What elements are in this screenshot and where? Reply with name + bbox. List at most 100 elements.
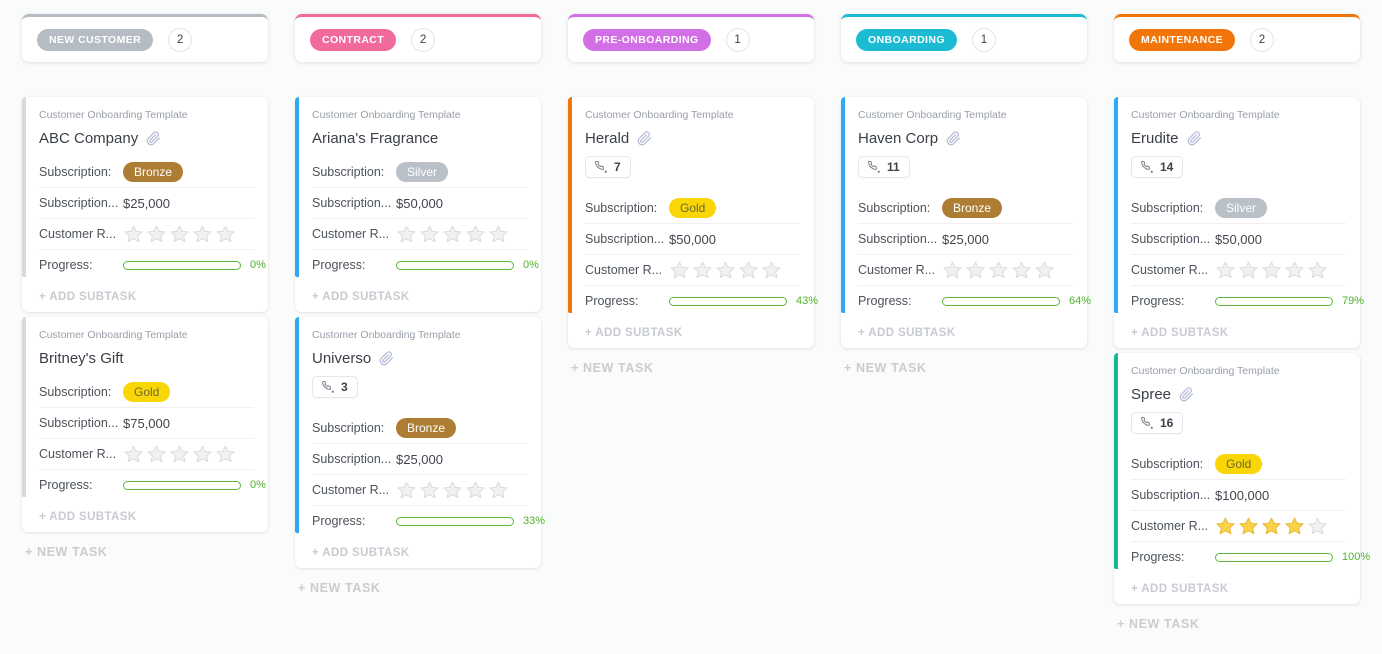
task-card[interactable]: Customer Onboarding Template Spree 16 Su…	[1114, 353, 1370, 604]
task-name[interactable]: Erudite	[1131, 129, 1179, 147]
task-name[interactable]: Spree	[1131, 385, 1172, 403]
paperclip-icon[interactable]	[637, 130, 652, 146]
star-icon[interactable]	[396, 224, 417, 244]
star-icon[interactable]	[715, 260, 736, 280]
subscription-tier-badge[interactable]: Silver	[396, 161, 449, 182]
add-subtask-button[interactable]: + ADD SUBTASK	[858, 327, 956, 339]
subscription-tier-badge[interactable]: Bronze	[123, 161, 184, 182]
star-icon[interactable]	[192, 224, 213, 244]
new-task-button[interactable]: + NEW TASK	[25, 545, 108, 559]
star-icon[interactable]	[465, 480, 486, 500]
star-icon[interactable]	[1307, 260, 1328, 280]
subscription-cost-value[interactable]: $25,000	[396, 451, 443, 467]
subscription-cost-value[interactable]: $25,000	[123, 195, 170, 211]
star-icon[interactable]	[215, 224, 236, 244]
star-icon[interactable]	[146, 444, 167, 464]
phone-field-chip[interactable]: 7	[585, 156, 631, 178]
star-icon[interactable]	[738, 260, 759, 280]
task-card[interactable]: Customer Onboarding Template Haven Corp …	[841, 97, 1091, 348]
task-name[interactable]: Universo	[312, 349, 372, 367]
task-name[interactable]: Britney's Gift	[39, 349, 124, 367]
paperclip-icon[interactable]	[1179, 386, 1194, 402]
subscription-tier-badge[interactable]: Gold	[1215, 453, 1263, 474]
new-task-button[interactable]: + NEW TASK	[844, 361, 927, 375]
subscription-cost-value[interactable]: $100,000	[1215, 487, 1270, 503]
star-icon[interactable]	[942, 260, 963, 280]
new-task-button[interactable]: + NEW TASK	[1117, 617, 1200, 631]
star-icon[interactable]	[488, 480, 509, 500]
star-icon[interactable]	[1238, 516, 1259, 536]
paperclip-icon[interactable]	[379, 350, 394, 366]
star-icon[interactable]	[988, 260, 1009, 280]
column-header[interactable]: ONBOARDING 1	[841, 14, 1087, 62]
column-status-badge[interactable]: MAINTENANCE	[1129, 28, 1235, 51]
add-subtask-button[interactable]: + ADD SUBTASK	[1131, 583, 1229, 595]
star-icon[interactable]	[488, 224, 509, 244]
star-icon[interactable]	[1034, 260, 1055, 280]
star-icon[interactable]	[169, 224, 190, 244]
star-icon[interactable]	[123, 224, 144, 244]
star-icon[interactable]	[396, 480, 417, 500]
star-icon[interactable]	[669, 260, 690, 280]
column-header[interactable]: MAINTENANCE 2	[1114, 14, 1360, 62]
subscription-tier-badge[interactable]: Gold	[123, 381, 171, 402]
star-icon[interactable]	[1284, 260, 1305, 280]
new-task-button[interactable]: + NEW TASK	[571, 361, 654, 375]
subscription-tier-badge[interactable]: Bronze	[396, 417, 457, 438]
star-icon[interactable]	[965, 260, 986, 280]
add-subtask-button[interactable]: + ADD SUBTASK	[39, 291, 137, 303]
add-subtask-button[interactable]: + ADD SUBTASK	[312, 547, 410, 559]
column-status-badge[interactable]: ONBOARDING	[856, 28, 957, 51]
star-icon[interactable]	[1215, 260, 1236, 280]
phone-field-chip[interactable]: 11	[858, 156, 910, 178]
task-card[interactable]: Customer Onboarding Template Erudite 14 …	[1114, 97, 1364, 348]
star-icon[interactable]	[1215, 516, 1236, 536]
star-icon[interactable]	[1307, 516, 1328, 536]
new-task-button[interactable]: + NEW TASK	[298, 581, 381, 595]
star-icon[interactable]	[692, 260, 713, 280]
task-card[interactable]: Customer Onboarding Template Ariana's Fr…	[295, 97, 541, 312]
subscription-cost-value[interactable]: $50,000	[396, 195, 443, 211]
paperclip-icon[interactable]	[146, 130, 161, 146]
subscription-tier-badge[interactable]: Bronze	[942, 197, 1003, 218]
star-icon[interactable]	[215, 444, 236, 464]
subscription-cost-value[interactable]: $50,000	[669, 231, 716, 247]
subscription-tier-badge[interactable]: Silver	[1215, 197, 1268, 218]
column-status-badge[interactable]: NEW CUSTOMER	[37, 28, 154, 51]
task-card[interactable]: Customer Onboarding Template Herald 7 Su…	[568, 97, 818, 348]
task-name[interactable]: Herald	[585, 129, 630, 147]
column-status-badge[interactable]: PRE-ONBOARDING	[583, 28, 711, 51]
star-icon[interactable]	[169, 444, 190, 464]
subscription-cost-value[interactable]: $75,000	[123, 415, 170, 431]
paperclip-icon[interactable]	[1187, 130, 1202, 146]
star-icon[interactable]	[761, 260, 782, 280]
add-subtask-button[interactable]: + ADD SUBTASK	[585, 327, 683, 339]
task-card[interactable]: Customer Onboarding Template Universo 3 …	[295, 317, 545, 568]
star-icon[interactable]	[442, 224, 463, 244]
add-subtask-button[interactable]: + ADD SUBTASK	[39, 511, 137, 523]
task-name[interactable]: Ariana's Fragrance	[312, 129, 439, 147]
star-icon[interactable]	[1238, 260, 1259, 280]
star-icon[interactable]	[419, 480, 440, 500]
star-icon[interactable]	[1284, 516, 1305, 536]
phone-field-chip[interactable]: 16	[1131, 412, 1184, 434]
star-icon[interactable]	[1261, 516, 1282, 536]
star-icon[interactable]	[146, 224, 167, 244]
phone-field-chip[interactable]: 3	[312, 376, 358, 398]
star-icon[interactable]	[192, 444, 213, 464]
column-status-badge[interactable]: CONTRACT	[310, 28, 397, 51]
column-header[interactable]: PRE-ONBOARDING 1	[568, 14, 814, 62]
star-icon[interactable]	[442, 480, 463, 500]
task-name[interactable]: Haven Corp	[858, 129, 939, 147]
subscription-cost-value[interactable]: $50,000	[1215, 231, 1262, 247]
star-icon[interactable]	[1261, 260, 1282, 280]
star-icon[interactable]	[123, 444, 144, 464]
add-subtask-button[interactable]: + ADD SUBTASK	[1131, 327, 1229, 339]
paperclip-icon[interactable]	[946, 130, 961, 146]
star-icon[interactable]	[419, 224, 440, 244]
star-icon[interactable]	[465, 224, 486, 244]
subscription-cost-value[interactable]: $25,000	[942, 231, 989, 247]
task-card[interactable]: Customer Onboarding Template ABC Company…	[22, 97, 268, 312]
task-card[interactable]: Customer Onboarding Template Britney's G…	[22, 317, 268, 532]
task-name[interactable]: ABC Company	[39, 129, 139, 147]
